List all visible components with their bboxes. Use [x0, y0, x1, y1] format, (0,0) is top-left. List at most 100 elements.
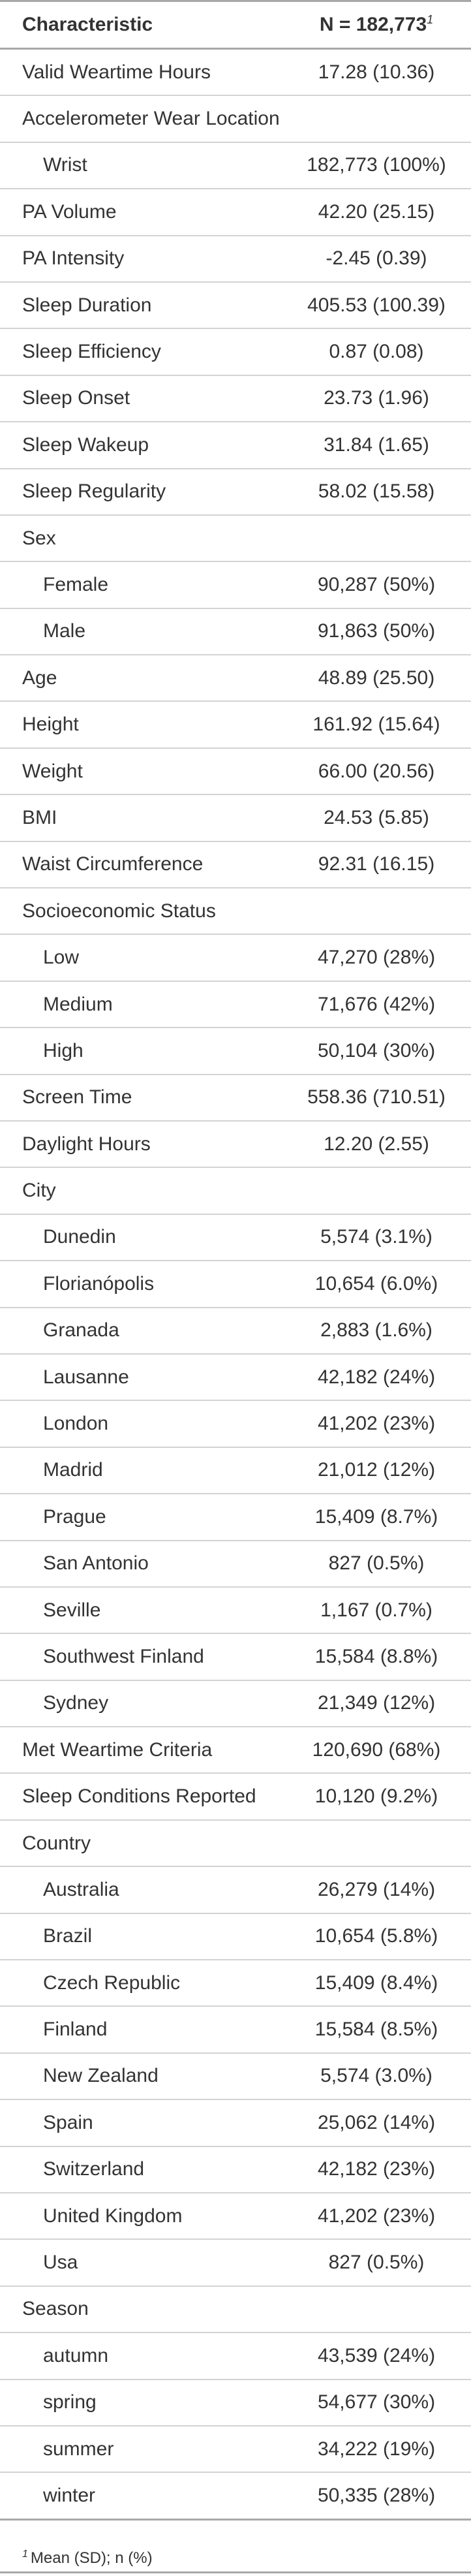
- table-row: Prague 15,409 (8.7%): [0, 1494, 471, 1541]
- table-row: autumn 43,539 (24%): [0, 2333, 471, 2380]
- table-row: BMI 24.53 (5.85): [0, 794, 471, 842]
- row-value: 15,584 (8.5%): [282, 2006, 471, 2054]
- row-label: Met Weartime Criteria: [0, 1727, 282, 1774]
- row-value: 47,270 (28%): [282, 934, 471, 982]
- table-row: Screen Time 558.36 (710.51): [0, 1074, 471, 1122]
- row-sublevel-label: Czech Republic: [0, 1960, 282, 2007]
- table-row: Finland 15,584 (8.5%): [0, 2006, 471, 2054]
- table-row: Waist Circumference 92.31 (16.15): [0, 841, 471, 889]
- row-value: 161.92 (15.64): [282, 701, 471, 749]
- row-value: 10,654 (5.8%): [282, 1913, 471, 1961]
- table-row: Male 91,863 (50%): [0, 608, 471, 656]
- row-sublevel-label: Seville: [0, 1586, 282, 1635]
- table-row: Wrist 182,773 (100%): [0, 142, 471, 190]
- row-sublevel-label: United Kingdom: [0, 2192, 282, 2240]
- row-sublevel-label: Australia: [0, 1866, 282, 1914]
- row-sublevel-label: summer: [0, 2425, 282, 2474]
- row-sublevel-label: High: [0, 1028, 282, 1075]
- row-label: BMI: [0, 794, 282, 842]
- row-value: 31.84 (1.65): [282, 422, 471, 469]
- row-value: 71,676 (42%): [282, 981, 471, 1029]
- row-sublevel-label: Medium: [0, 981, 282, 1029]
- table-row: Usa 827 (0.5%): [0, 2239, 471, 2287]
- table-header: Characteristic N = 182,7731: [0, 0, 471, 50]
- row-value: 15,584 (8.8%): [282, 1633, 471, 1681]
- table-row: summer 34,222 (19%): [0, 2425, 471, 2474]
- row-sublevel-label: Prague: [0, 1494, 282, 1541]
- row-sublevel-label: Florianópolis: [0, 1261, 282, 1308]
- table-row: Lausanne 42,182 (24%): [0, 1353, 471, 1402]
- row-label: Weight: [0, 747, 282, 796]
- row-value: 10,120 (9.2%): [282, 1773, 471, 1821]
- table-row: PA Intensity -2.45 (0.39): [0, 235, 471, 283]
- table-row: Sleep Conditions Reported 10,120 (9.2%): [0, 1773, 471, 1821]
- table-row: Czech Republic 15,409 (8.4%): [0, 1960, 471, 2007]
- row-value: [282, 1819, 471, 1868]
- footnote-text: Mean (SD); n (%): [30, 2549, 153, 2567]
- row-value: 15,409 (8.7%): [282, 1494, 471, 1541]
- table-row: London 41,202 (23%): [0, 1400, 471, 1448]
- table-row: Seville 1,167 (0.7%): [0, 1586, 471, 1635]
- row-value: 41,202 (23%): [282, 1400, 471, 1448]
- row-value: 26,279 (14%): [282, 1866, 471, 1914]
- row-value: 21,349 (12%): [282, 1680, 471, 1728]
- table-row: Low 47,270 (28%): [0, 934, 471, 982]
- row-sublevel-label: Female: [0, 561, 282, 609]
- row-value: [282, 95, 471, 143]
- row-label: Sleep Efficiency: [0, 328, 282, 376]
- row-label: Sleep Regularity: [0, 468, 282, 516]
- row-sublevel-label: London: [0, 1400, 282, 1448]
- table-row: Spain 25,062 (14%): [0, 2099, 471, 2147]
- row-value: 2,883 (1.6%): [282, 1307, 471, 1355]
- table-row: United Kingdom 41,202 (23%): [0, 2192, 471, 2240]
- table-row: Female 90,287 (50%): [0, 561, 471, 609]
- table-row: Socioeconomic Status: [0, 888, 471, 935]
- row-value: 90,287 (50%): [282, 561, 471, 609]
- row-sublevel-label: Brazil: [0, 1913, 282, 1961]
- table-row: Height 161.92 (15.64): [0, 701, 471, 749]
- footnote-mark: 1: [22, 2549, 28, 2560]
- row-sublevel-label: Madrid: [0, 1447, 282, 1495]
- row-sublevel-label: Dunedin: [0, 1214, 282, 1262]
- table-row: High 50,104 (30%): [0, 1028, 471, 1075]
- row-sublevel-label: Wrist: [0, 142, 282, 190]
- row-label: Season: [0, 2285, 282, 2334]
- row-label: Screen Time: [0, 1074, 282, 1122]
- row-value: [282, 514, 471, 563]
- n-column-header: N = 182,7731: [282, 0, 471, 50]
- row-value: 405.53 (100.39): [282, 281, 471, 330]
- table-row: Granada 2,883 (1.6%): [0, 1307, 471, 1355]
- row-sublevel-label: Finland: [0, 2006, 282, 2054]
- row-value: 5,574 (3.0%): [282, 2052, 471, 2101]
- row-label: PA Intensity: [0, 235, 282, 283]
- row-value: 92.31 (16.15): [282, 841, 471, 889]
- table-row: Southwest Finland 15,584 (8.8%): [0, 1633, 471, 1681]
- row-sublevel-label: San Antonio: [0, 1540, 282, 1588]
- row-value: 23.73 (1.96): [282, 375, 471, 423]
- row-label: Sleep Wakeup: [0, 422, 282, 469]
- row-value: 0.87 (0.08): [282, 328, 471, 376]
- row-value: 48.89 (25.50): [282, 655, 471, 702]
- table-row: Season: [0, 2285, 471, 2334]
- table-body: Valid Weartime Hours 17.28 (10.36) Acceler…: [0, 48, 471, 2521]
- row-value: 25,062 (14%): [282, 2099, 471, 2147]
- table-row: Australia 26,279 (14%): [0, 1866, 471, 1914]
- row-value: 43,539 (24%): [282, 2333, 471, 2380]
- table-row: spring 54,677 (30%): [0, 2379, 471, 2427]
- row-value: 50,335 (28%): [282, 2472, 471, 2521]
- row-label: PA Volume: [0, 189, 282, 236]
- row-value: 1,167 (0.7%): [282, 1586, 471, 1635]
- row-value: [282, 2285, 471, 2334]
- row-label: City: [0, 1167, 282, 1215]
- row-value: 24.53 (5.85): [282, 794, 471, 842]
- row-value: [282, 1167, 471, 1215]
- table-row: Accelerometer Wear Location: [0, 95, 471, 143]
- row-label: Height: [0, 701, 282, 749]
- row-value: 42,182 (23%): [282, 2146, 471, 2193]
- summary-table: Characteristic N = 182,7731 Valid Wearti…: [0, 0, 471, 2521]
- table-row: Sleep Onset 23.73 (1.96): [0, 375, 471, 423]
- table-row: Sleep Efficiency 0.87 (0.08): [0, 328, 471, 376]
- row-value: 41,202 (23%): [282, 2192, 471, 2240]
- table-row: Sydney 21,349 (12%): [0, 1680, 471, 1728]
- row-label: Sleep Conditions Reported: [0, 1773, 282, 1821]
